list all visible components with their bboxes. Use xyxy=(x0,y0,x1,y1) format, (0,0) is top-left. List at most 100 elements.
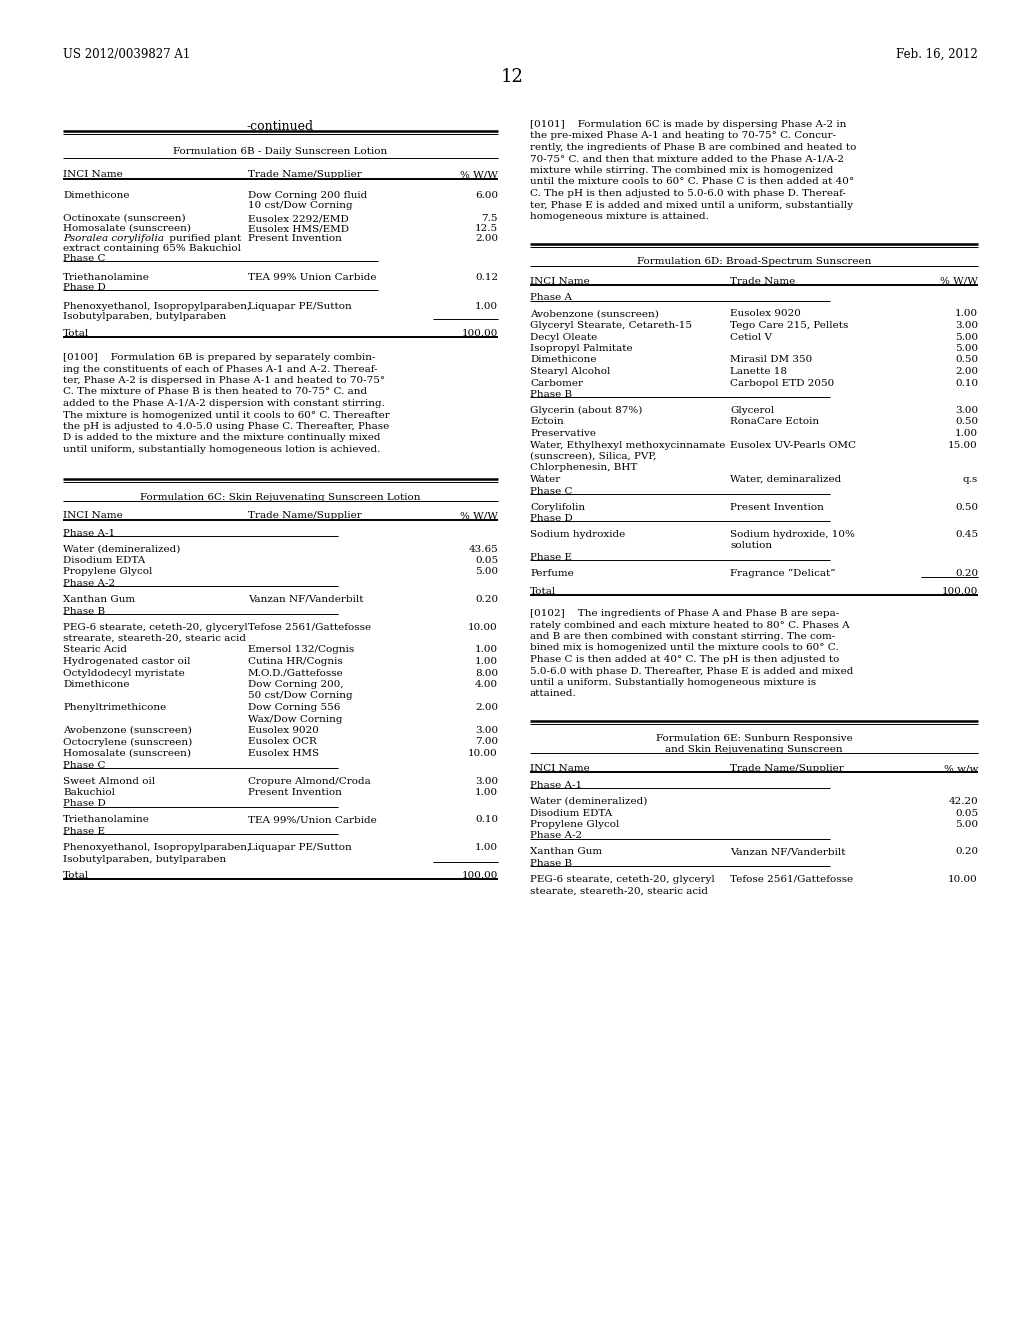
Text: Stearic Acid: Stearic Acid xyxy=(63,645,127,655)
Text: Feb. 16, 2012: Feb. 16, 2012 xyxy=(896,48,978,61)
Text: 70-75° C. and then that mixture added to the Phase A-1/A-2: 70-75° C. and then that mixture added to… xyxy=(530,154,844,164)
Text: rately combined and each mixture heated to 80° C. Phases A: rately combined and each mixture heated … xyxy=(530,620,850,630)
Text: 5.0-6.0 with phase D. Thereafter, Phase E is added and mixed: 5.0-6.0 with phase D. Thereafter, Phase … xyxy=(530,667,853,676)
Text: Cetiol V: Cetiol V xyxy=(730,333,772,342)
Text: Tefose 2561/Gattefosse: Tefose 2561/Gattefosse xyxy=(730,875,853,884)
Text: Water (demineralized): Water (demineralized) xyxy=(63,544,180,553)
Text: Carbopol ETD 2050: Carbopol ETD 2050 xyxy=(730,379,835,388)
Text: [0102]    The ingredients of Phase A and Phase B are sepa-: [0102] The ingredients of Phase A and Ph… xyxy=(530,609,840,618)
Text: Sodium hydroxide, 10%: Sodium hydroxide, 10% xyxy=(730,531,855,539)
Text: Eusolex 2292/EMD: Eusolex 2292/EMD xyxy=(248,214,349,223)
Text: 5.00: 5.00 xyxy=(475,568,498,577)
Text: 10.00: 10.00 xyxy=(948,875,978,884)
Text: % W/W: % W/W xyxy=(940,276,978,285)
Text: Octyldodecyl myristate: Octyldodecyl myristate xyxy=(63,668,184,677)
Text: Avobenzone (sunscreen): Avobenzone (sunscreen) xyxy=(63,726,191,735)
Text: 5.00: 5.00 xyxy=(954,345,978,352)
Text: Phase C: Phase C xyxy=(63,253,105,263)
Text: The mixture is homogenized until it cools to 60° C. Thereafter: The mixture is homogenized until it cool… xyxy=(63,411,390,420)
Text: 5.00: 5.00 xyxy=(954,333,978,342)
Text: Eusolex UV-Pearls OMC: Eusolex UV-Pearls OMC xyxy=(730,441,856,450)
Text: the pre-mixed Phase A-1 and heating to 70-75° C. Concur-: the pre-mixed Phase A-1 and heating to 7… xyxy=(530,132,837,140)
Text: % W/W: % W/W xyxy=(460,511,498,520)
Text: bined mix is homogenized until the mixture cools to 60° C.: bined mix is homogenized until the mixtu… xyxy=(530,644,839,652)
Text: 0.05: 0.05 xyxy=(475,556,498,565)
Text: Propylene Glycol: Propylene Glycol xyxy=(63,568,153,577)
Text: the pH is adjusted to 4.0-5.0 using Phase C. Thereafter, Phase: the pH is adjusted to 4.0-5.0 using Phas… xyxy=(63,422,389,432)
Text: Xanthan Gum: Xanthan Gum xyxy=(63,595,135,605)
Text: Eusolex HMS: Eusolex HMS xyxy=(248,748,319,758)
Text: Trade Name/Supplier: Trade Name/Supplier xyxy=(248,170,361,180)
Text: Formulation 6D: Broad-Spectrum Sunscreen: Formulation 6D: Broad-Spectrum Sunscreen xyxy=(637,257,871,267)
Text: D is added to the mixture and the mixture continually mixed: D is added to the mixture and the mixtur… xyxy=(63,433,381,442)
Text: [0101]    Formulation 6C is made by dispersing Phase A-2 in: [0101] Formulation 6C is made by dispers… xyxy=(530,120,847,129)
Text: Dimethicone: Dimethicone xyxy=(63,191,129,201)
Text: added to the Phase A-1/A-2 dispersion with constant stirring.: added to the Phase A-1/A-2 dispersion wi… xyxy=(63,399,385,408)
Text: Avobenzone (sunscreen): Avobenzone (sunscreen) xyxy=(530,309,658,318)
Text: Present Invention: Present Invention xyxy=(248,788,342,797)
Text: Bakuchiol: Bakuchiol xyxy=(63,788,115,797)
Text: 2.00: 2.00 xyxy=(475,704,498,711)
Text: 10 cst/Dow Corning: 10 cst/Dow Corning xyxy=(248,201,352,210)
Text: 0.50: 0.50 xyxy=(954,417,978,426)
Text: ter, Phase A-2 is dispersed in Phase A-1 and heated to 70-75°: ter, Phase A-2 is dispersed in Phase A-1… xyxy=(63,376,385,385)
Text: Triethanolamine: Triethanolamine xyxy=(63,273,150,282)
Text: Isobutylparaben, butylparaben: Isobutylparaben, butylparaben xyxy=(63,854,226,863)
Text: purified plant: purified plant xyxy=(166,234,241,243)
Text: and Skin Rejuvenating Sunscreen: and Skin Rejuvenating Sunscreen xyxy=(666,744,843,754)
Text: Preservative: Preservative xyxy=(530,429,596,438)
Text: PEG-6 stearate, ceteth-20, glyceryl: PEG-6 stearate, ceteth-20, glyceryl xyxy=(63,623,248,631)
Text: US 2012/0039827 A1: US 2012/0039827 A1 xyxy=(63,48,190,61)
Text: Homosalate (sunscreen): Homosalate (sunscreen) xyxy=(63,224,191,234)
Text: 0.10: 0.10 xyxy=(954,379,978,388)
Text: Trade Name/Supplier: Trade Name/Supplier xyxy=(730,764,844,774)
Text: Isopropyl Palmitate: Isopropyl Palmitate xyxy=(530,345,633,352)
Text: attained.: attained. xyxy=(530,689,577,698)
Text: ing the constituents of each of Phases A-1 and A-2. Thereaf-: ing the constituents of each of Phases A… xyxy=(63,364,378,374)
Text: Glyceryl Stearate, Cetareth-15: Glyceryl Stearate, Cetareth-15 xyxy=(530,321,692,330)
Text: 0.50: 0.50 xyxy=(954,503,978,511)
Text: Xanthan Gum: Xanthan Gum xyxy=(530,847,602,857)
Text: 1.00: 1.00 xyxy=(954,429,978,438)
Text: 2.00: 2.00 xyxy=(475,234,498,243)
Text: 2.00: 2.00 xyxy=(954,367,978,376)
Text: Phase A-1: Phase A-1 xyxy=(63,528,115,537)
Text: INCI Name: INCI Name xyxy=(530,276,590,285)
Text: 3.00: 3.00 xyxy=(475,776,498,785)
Text: Decyl Oleate: Decyl Oleate xyxy=(530,333,597,342)
Text: Dimethicone: Dimethicone xyxy=(530,355,597,364)
Text: 1.00: 1.00 xyxy=(475,657,498,667)
Text: 3.00: 3.00 xyxy=(475,726,498,735)
Text: Trade Name/Supplier: Trade Name/Supplier xyxy=(248,511,361,520)
Text: Total: Total xyxy=(63,329,89,338)
Text: Triethanolamine: Triethanolamine xyxy=(63,816,150,825)
Text: 0.20: 0.20 xyxy=(475,595,498,605)
Text: solution: solution xyxy=(730,541,772,550)
Text: Phase D: Phase D xyxy=(63,282,105,292)
Text: Water, Ethylhexyl methoxycinnamate: Water, Ethylhexyl methoxycinnamate xyxy=(530,441,725,450)
Text: Psoralea corylifolia: Psoralea corylifolia xyxy=(63,234,164,243)
Text: Glycerol: Glycerol xyxy=(730,407,774,414)
Text: 0.50: 0.50 xyxy=(954,355,978,364)
Text: Tego Care 215, Pellets: Tego Care 215, Pellets xyxy=(730,321,848,330)
Text: Sweet Almond oil: Sweet Almond oil xyxy=(63,776,155,785)
Text: INCI Name: INCI Name xyxy=(63,511,123,520)
Text: 0.20: 0.20 xyxy=(954,569,978,578)
Text: Phenoxyethanol, Isopropylparaben,: Phenoxyethanol, Isopropylparaben, xyxy=(63,843,250,851)
Text: Mirasil DM 350: Mirasil DM 350 xyxy=(730,355,812,364)
Text: 1.00: 1.00 xyxy=(475,788,498,797)
Text: 7.5: 7.5 xyxy=(481,214,498,223)
Text: 0.45: 0.45 xyxy=(954,531,978,539)
Text: Cropure Almond/Croda: Cropure Almond/Croda xyxy=(248,776,371,785)
Text: until a uniform. Substantially homogeneous mixture is: until a uniform. Substantially homogeneo… xyxy=(530,678,816,686)
Text: Vanzan NF/Vanderbilt: Vanzan NF/Vanderbilt xyxy=(730,847,846,857)
Text: Formulation 6C: Skin Rejuvenating Sunscreen Lotion: Formulation 6C: Skin Rejuvenating Sunscr… xyxy=(139,492,420,502)
Text: Phase A-1: Phase A-1 xyxy=(530,781,582,789)
Text: TEA 99%/Union Carbide: TEA 99%/Union Carbide xyxy=(248,816,377,825)
Text: 7.00: 7.00 xyxy=(475,738,498,747)
Text: 0.12: 0.12 xyxy=(475,273,498,282)
Text: Dow Corning 556: Dow Corning 556 xyxy=(248,704,340,711)
Text: Phase A-2: Phase A-2 xyxy=(63,579,115,587)
Text: Octocrylene (sunscreen): Octocrylene (sunscreen) xyxy=(63,738,193,747)
Text: Perfume: Perfume xyxy=(530,569,573,578)
